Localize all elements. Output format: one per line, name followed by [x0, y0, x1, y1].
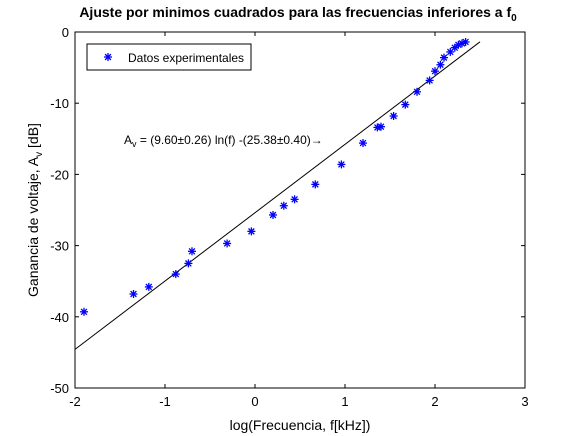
chart-title: Ajuste por minimos cuadrados para las fr… — [79, 4, 517, 24]
data-point — [171, 270, 180, 279]
data-point — [188, 247, 196, 256]
x-tick-label: 0 — [251, 394, 258, 409]
x-axis-label: log(Frecuencia, f[kHz]) — [230, 417, 371, 433]
data-point — [337, 160, 346, 169]
fit-annotation: Av = (9.60±0.26) ln(f) -(25.38±0.40)→ — [124, 133, 323, 149]
data-point — [359, 139, 367, 148]
data-point — [311, 180, 320, 189]
x-tick-label: 2 — [431, 394, 438, 409]
legend-box — [86, 43, 252, 71]
data-point — [247, 227, 256, 236]
data-point — [129, 290, 138, 299]
y-tick-label: -30 — [50, 239, 69, 254]
x-tick-label: 3 — [521, 394, 528, 409]
legend-star-icon — [104, 53, 112, 61]
data-point — [425, 76, 434, 85]
y-axis-label: Ganancia de voltaje, Av [dB] — [25, 123, 45, 297]
data-point — [401, 100, 410, 109]
data-point — [269, 210, 277, 219]
data-point — [389, 112, 398, 121]
plot-area — [74, 31, 526, 389]
y-tick-label: -10 — [50, 96, 69, 111]
data-point — [144, 282, 153, 291]
x-tick-label: 1 — [341, 394, 348, 409]
data-point — [377, 122, 385, 131]
data-point — [413, 87, 421, 96]
data-point — [223, 239, 232, 248]
x-tick-label: -2 — [69, 394, 81, 409]
legend: Datos experimentales — [86, 43, 252, 71]
x-tick-label: -1 — [159, 394, 171, 409]
legend-marker — [104, 53, 112, 61]
data-point — [290, 195, 299, 204]
data-point — [431, 67, 439, 76]
fit-line-path — [74, 41, 481, 350]
axis-ticks: -2 -1 0 1 2 30-10-20-30-40-50 — [50, 25, 528, 409]
data-point — [279, 201, 288, 210]
y-tick-label: 0 — [62, 25, 69, 40]
y-tick-label: -40 — [50, 310, 69, 325]
data-point — [461, 37, 470, 46]
data-point — [184, 259, 193, 268]
legend-label: Datos experimentales — [128, 51, 244, 65]
data-points — [80, 37, 470, 316]
data-point — [440, 53, 448, 62]
fit-line — [74, 41, 481, 350]
data-point — [80, 307, 88, 316]
y-tick-label: -50 — [50, 381, 69, 396]
y-tick-label: -20 — [50, 167, 69, 182]
data-point — [436, 60, 445, 69]
